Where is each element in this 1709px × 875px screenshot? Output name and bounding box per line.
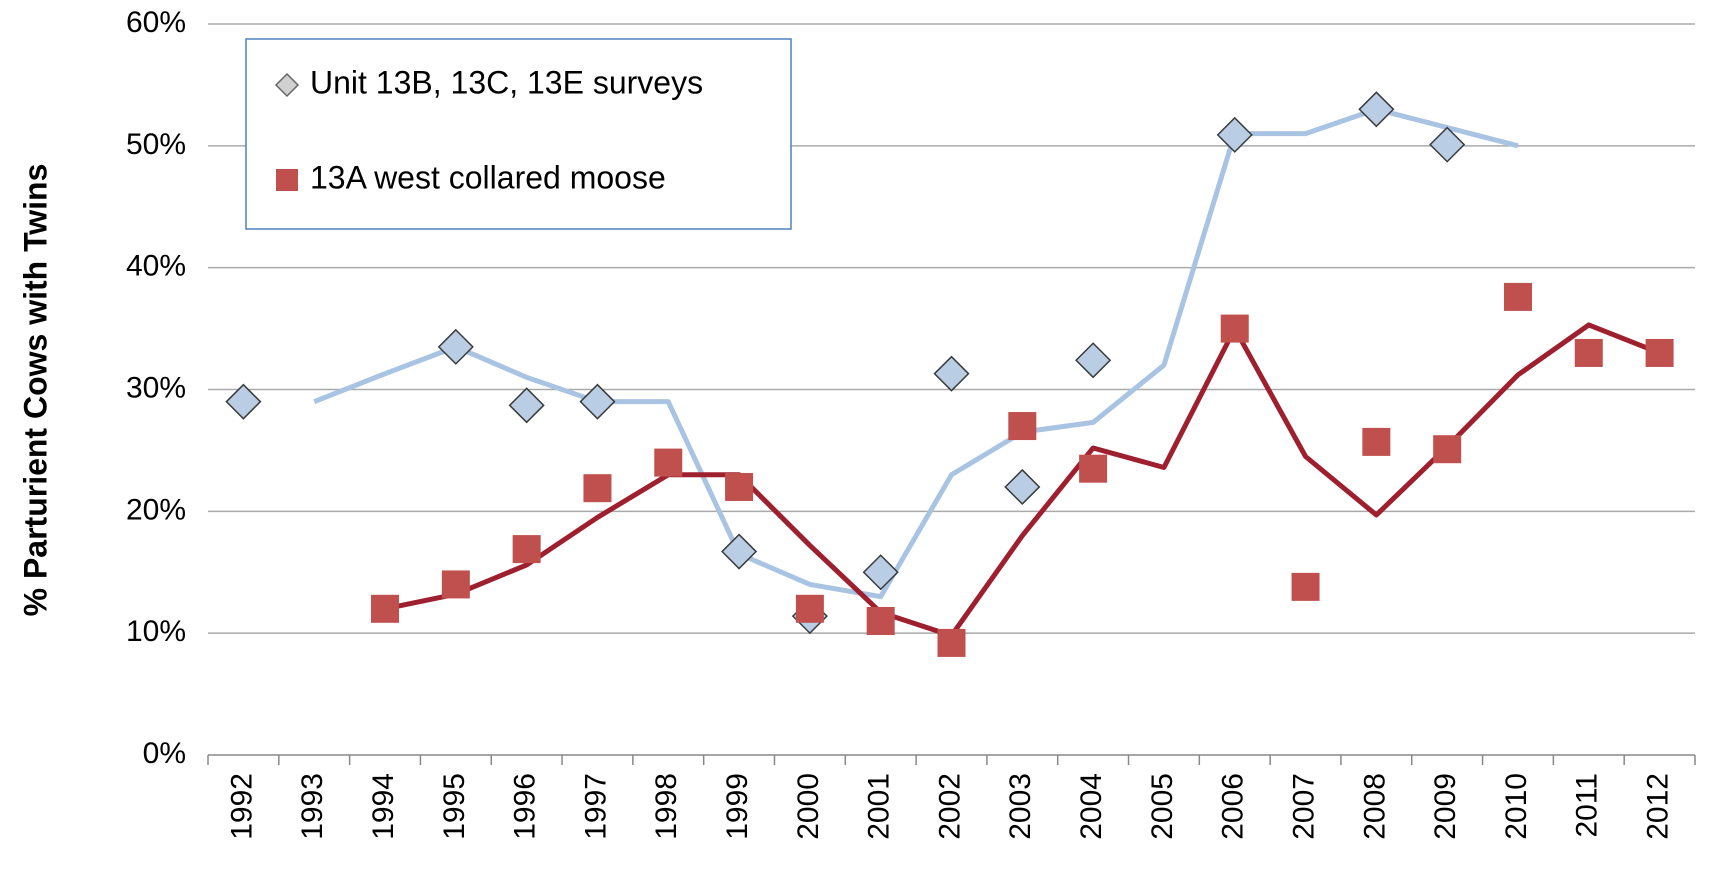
data-point [725,472,754,501]
data-point [441,570,470,599]
y-tick-label: 20% [126,493,186,526]
data-point [937,628,966,657]
data-point [1079,454,1108,483]
x-tick-label: 1998 [650,773,683,840]
x-tick-label: 2008 [1358,773,1391,840]
x-tick-label: 2005 [1146,773,1179,840]
x-tick-label: 2001 [863,773,896,840]
data-point [654,448,683,477]
data-point [1645,338,1674,367]
y-tick-label: 50% [126,128,186,161]
legend: Unit 13B, 13C, 13E surveys 13A west colla… [245,38,792,230]
data-point [1220,314,1249,343]
data-point [1291,572,1320,601]
x-tick-label: 1992 [225,773,258,840]
x-tick-label: 2004 [1075,773,1108,840]
legend-marker [274,72,300,98]
trend-line [313,106,1519,600]
data-point [1075,342,1112,379]
y-tick-label: 60% [126,6,186,39]
data-point [512,535,541,564]
data-point [225,383,262,420]
x-tick-label: 2002 [933,773,966,840]
x-tick-label: 1995 [438,773,471,840]
x-tick-label: 2007 [1287,773,1320,840]
legend-marker [276,169,298,191]
data-point [1008,412,1037,441]
legend-label: Unit 13B, 13C, 13E surveys [310,64,703,100]
data-point [1433,435,1462,464]
data-point [583,474,612,503]
y-axis-title: % Parturient Cows with Twins [17,164,53,617]
x-tick-label: 2012 [1642,773,1675,840]
y-tick-label: 0% [143,737,186,770]
x-tick-label: 2010 [1500,773,1533,840]
x-tick-label: 1999 [721,773,754,840]
data-point [1362,427,1391,456]
data-point [866,606,895,635]
x-tick-label: 2006 [1217,773,1250,840]
y-tick-label: 40% [126,250,186,283]
data-point [1429,126,1466,163]
data-point [508,387,545,424]
data-point [1503,282,1532,311]
x-tick-label: 1993 [296,773,329,840]
data-point [1216,116,1253,153]
data-point [579,383,616,420]
data-point [1004,468,1041,506]
y-tick-label: 10% [126,615,186,648]
x-tick-label: 1997 [579,773,612,840]
x-tick-label: 2003 [1004,773,1037,840]
data-point [1358,91,1395,128]
x-tick-label: 1996 [509,773,542,840]
x-tick-label: 2011 [1571,773,1604,838]
data-point [862,554,899,591]
y-tick-label: 30% [126,371,186,404]
x-tick-label: 2009 [1429,773,1462,840]
data-point [371,594,400,623]
data-point [721,533,758,570]
data-point [795,594,824,623]
x-tick-label: 1994 [367,773,400,840]
data-point [1574,338,1603,367]
data-point [933,355,970,392]
data-point [437,328,474,365]
x-tick-label: 2000 [792,773,825,840]
legend-label: 13A west collared moose [310,159,666,195]
legend-box [245,38,792,230]
